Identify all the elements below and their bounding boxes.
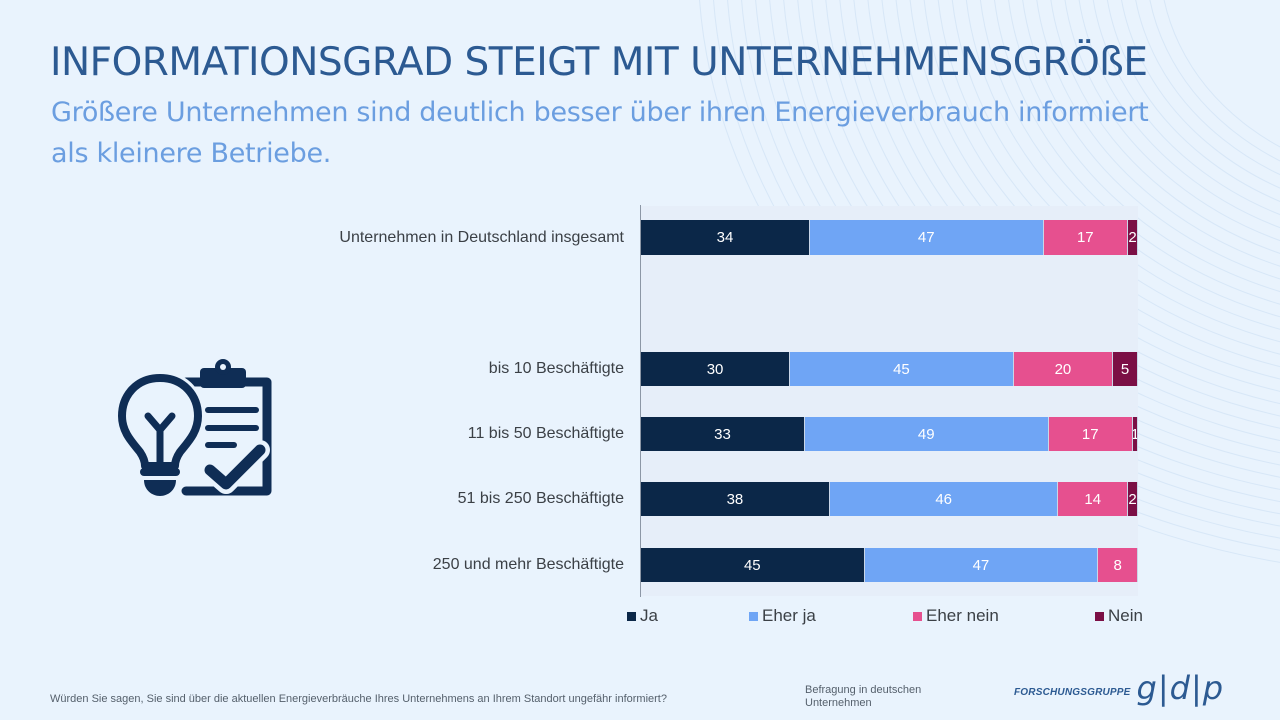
legend-label: Ja	[640, 606, 658, 625]
bar-segment-eher-nein: 17	[1048, 417, 1134, 451]
data-label: 17	[1081, 425, 1099, 443]
category-label: Unternehmen in Deutschland insgesamt	[339, 228, 624, 246]
data-label: 17	[1076, 229, 1094, 246]
bar-segment-ja: 45	[641, 548, 865, 582]
bar-segment-eher-ja: 49	[805, 417, 1049, 451]
data-label: 2	[1128, 490, 1137, 508]
legend-label: Nein	[1108, 606, 1143, 625]
bar-segment-ja: 33	[641, 417, 805, 451]
data-label: 45	[743, 556, 761, 574]
legend-item: Eher nein	[913, 606, 999, 626]
data-label: 49	[917, 425, 935, 443]
bar-row: 30 45 20 5	[641, 352, 1138, 386]
data-label: 47	[972, 556, 990, 574]
clipboard-clip	[200, 368, 246, 388]
page-title: INFORMATIONSGRAD STEIGT MIT UNTERNEHMENS…	[50, 40, 1148, 85]
bar-segment-nein: 1	[1133, 417, 1138, 451]
legend-swatch	[627, 611, 636, 621]
category-label: bis 10 Beschäftigte	[488, 360, 624, 377]
bar-row: 38 46 14 2	[641, 482, 1138, 516]
y-axis-line	[640, 205, 641, 597]
legend-swatch	[913, 611, 922, 621]
logo-mark: g|d|p	[1136, 669, 1225, 707]
legend-swatch	[1095, 611, 1104, 621]
bar-segment-eher-ja: 47	[864, 548, 1099, 582]
wave-line	[1149, 0, 1280, 162]
data-label: 5	[1120, 360, 1130, 378]
page-subtitle: Größere Unternehmen sind deutlich besser…	[51, 97, 1149, 169]
legend-item: Ja	[627, 606, 658, 626]
data-label: 45	[893, 360, 910, 378]
bar-segment-eher-nein: 20	[1013, 352, 1114, 386]
logo-text: FORSCHUNGSGRUPPE	[1014, 686, 1131, 698]
bar-segment-eher-ja: 46	[829, 482, 1059, 516]
bar-segment-eher-nein: 17	[1043, 220, 1129, 255]
plot-area	[641, 206, 1138, 596]
legend-label: Eher nein	[926, 606, 999, 625]
bar-segment-ja: 38	[641, 482, 830, 516]
wave-line	[1135, 0, 1280, 176]
category-label: 250 und mehr Beschäftigte	[432, 556, 624, 573]
bar-row: 33 49 17 1	[641, 417, 1138, 451]
bar-row: 45 47 8	[641, 548, 1138, 582]
data-label: 2	[1128, 229, 1137, 246]
category-label: 11 bis 50 Beschäftigte	[467, 425, 624, 442]
legend-item: Nein	[1095, 606, 1143, 626]
bar-segment-eher-nein: 8	[1098, 548, 1138, 582]
forschungsgruppe-gdp-logo: FORSCHUNGSGRUPPE g|d|p	[1014, 672, 1224, 704]
bar-segment-eher-nein: 14	[1058, 482, 1129, 516]
category-label: 51 bis 250 Beschäftigte	[457, 490, 624, 507]
bar-segment-ja: 34	[641, 220, 810, 255]
source-note: Befragung in deutschen Unternehmen	[805, 684, 922, 709]
legend-item: Eher ja	[749, 606, 816, 626]
data-label: 46	[935, 490, 952, 508]
data-label: 30	[706, 360, 724, 378]
lightbulb	[118, 374, 202, 470]
data-label: 33	[714, 425, 731, 443]
bar-segment-nein: 2	[1128, 482, 1138, 516]
bar-segment-eher-ja: 47	[809, 220, 1044, 255]
data-label: 34	[716, 229, 734, 246]
legend-label: Eher ja	[762, 606, 816, 625]
survey-question-footnote: Würden Sie sagen, Sie sind über die aktu…	[50, 693, 667, 705]
data-label: 20	[1054, 360, 1072, 378]
bar-segment-nein: 5	[1113, 352, 1138, 386]
data-label: 1	[1133, 426, 1137, 443]
bar-segment-nein: 2	[1128, 220, 1138, 255]
bar-segment-ja: 30	[641, 352, 791, 386]
lightbulb-clipboard-check-icon	[114, 358, 278, 500]
data-label: 47	[917, 229, 935, 246]
data-label: 38	[726, 490, 744, 508]
data-label: 14	[1084, 490, 1102, 508]
check-mark	[204, 444, 266, 490]
bar-row: 34 47 17 2	[641, 220, 1138, 255]
bar-segment-eher-ja: 45	[790, 352, 1014, 386]
wave-line	[1163, 0, 1280, 148]
legend-swatch	[749, 611, 758, 621]
data-label: 8	[1113, 556, 1122, 574]
